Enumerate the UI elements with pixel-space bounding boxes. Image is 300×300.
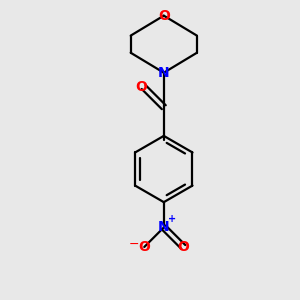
Text: O: O: [177, 240, 189, 254]
Text: O: O: [135, 80, 147, 94]
Text: O: O: [138, 240, 150, 254]
Text: N: N: [158, 220, 169, 235]
Text: N: N: [158, 66, 169, 80]
Text: +: +: [168, 214, 176, 224]
Text: −: −: [129, 238, 140, 251]
Text: O: O: [158, 9, 170, 23]
